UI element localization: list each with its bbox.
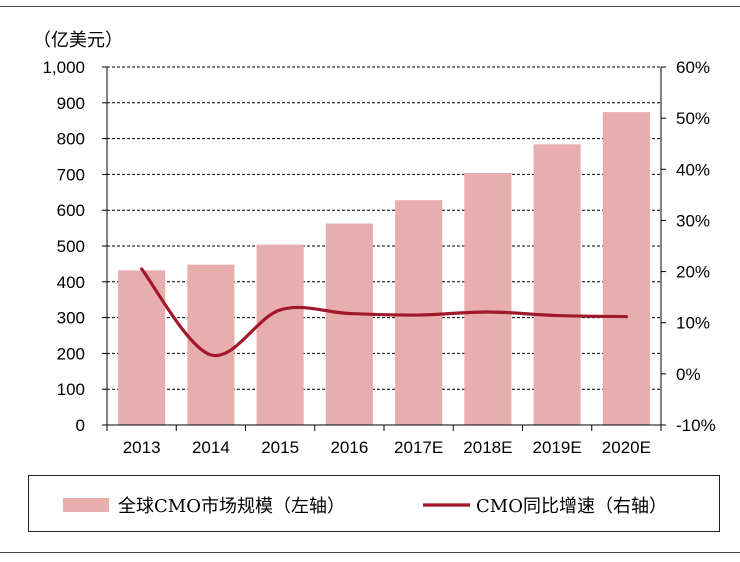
right-tick-label: 0% [676,365,701,384]
left-tick-label: 300 [57,309,85,328]
right-tick-label: 50% [676,109,710,128]
left-tick-label: 900 [57,94,85,113]
bar [325,223,373,425]
left-tick-label: 1,000 [42,58,85,77]
legend-line-label: CMO同比增速（右轴） [476,496,667,517]
legend-bar-swatch [63,498,109,512]
left-tick-label: 200 [57,344,85,363]
bar [533,144,581,425]
bar [464,172,512,425]
left-tick-label: 600 [57,201,85,220]
bar [395,200,443,425]
bar [118,270,166,425]
x-tick-label: 2013 [123,438,161,457]
right-tick-label: -10% [676,416,716,435]
x-tick-label: 2020E [602,438,651,457]
bars [118,112,650,425]
right-tick-label: 10% [676,314,710,333]
x-tick-label: 2016 [330,438,368,457]
bar [256,244,304,425]
right-axis-ticks: -10% 0% 10% 20% 30% 40% 50% 60% [661,58,716,435]
x-tick-label: 2014 [192,438,230,457]
x-tick-label: 2018E [463,438,512,457]
bar [602,112,650,425]
growth-line-path [140,267,628,358]
x-tick-label: 2017E [394,438,443,457]
legend: 全球CMO市场规模（左轴） CMO同比增速（右轴） [28,475,720,532]
left-axis-unit: （亿美元） [33,30,123,51]
growth-line [140,267,628,358]
x-tick-label: 2019E [533,438,582,457]
legend-bar-label: 全球CMO市场规模（左轴） [118,496,345,517]
right-tick-label: 60% [676,58,710,77]
left-tick-label: 100 [57,380,85,399]
left-tick-label: 800 [57,130,85,149]
left-tick-label: 700 [57,165,85,184]
x-axis-ticks: 2013 2014 2015 2016 2017E 2018E 2019E 2020E [106,425,662,457]
right-tick-label: 20% [676,263,710,282]
left-tick-label: 500 [57,237,85,256]
x-tick-label: 2015 [261,438,299,457]
left-axis-ticks: 0 100 200 300 400 500 600 700 800 900 1,000 [42,58,107,435]
left-tick-label: 0 [76,416,85,435]
right-tick-label: 30% [676,211,710,230]
legend-box [28,475,720,532]
left-tick-label: 400 [57,273,85,292]
right-tick-label: 40% [676,160,710,179]
